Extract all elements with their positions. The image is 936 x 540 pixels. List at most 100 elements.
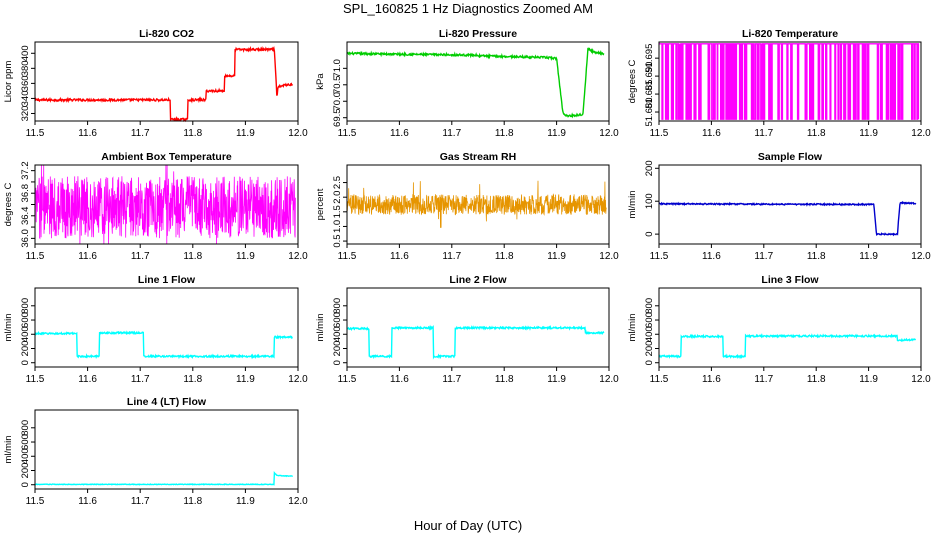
x-tick-label: 11.6 xyxy=(78,251,97,262)
x-tick-label: 11.6 xyxy=(390,374,409,385)
y-tick-label: 0 xyxy=(20,360,31,365)
y-tick-label: 2.5 xyxy=(332,176,343,189)
y-tick-label: 400 xyxy=(20,448,31,464)
panel-line1-flow: Line 1 Flow 11.5 11.6 11.7 11.8 11.9 12.0 0 2004… xyxy=(3,274,308,385)
x-tick-label: 11.8 xyxy=(807,374,826,385)
x-tick-label: 12.0 xyxy=(599,251,619,262)
y-axis-label: ml/min xyxy=(627,314,638,342)
x-tick-label: 11.7 xyxy=(131,251,150,262)
x-tick-label: 12.0 xyxy=(288,251,308,262)
panel-line4-lt-flow: Line 4 (LT) Flow 11.5 11.6 11.7 11.8 11.9 12.0… xyxy=(3,396,308,507)
x-tick-label: 12.0 xyxy=(288,496,308,507)
x-tick-label: 11.9 xyxy=(547,374,566,385)
y-tick-label: 320 xyxy=(20,106,31,122)
x-tick-label: 11.8 xyxy=(495,374,514,385)
y-tick-label: 37.2 xyxy=(20,161,31,180)
panel-title: Gas Stream RH xyxy=(440,151,516,163)
x-tick-label: 11.5 xyxy=(650,251,669,262)
y-tick-label: 600 xyxy=(20,434,31,450)
series-line xyxy=(346,180,607,228)
y-tick-label: 36.0 xyxy=(20,229,31,248)
x-tick-label: 11.9 xyxy=(236,496,255,507)
y-tick-label: 800 xyxy=(20,298,31,314)
x-tick-label: 11.9 xyxy=(859,128,878,139)
y-tick-label: 340 xyxy=(20,90,31,106)
y-axis-label: ml/min xyxy=(3,314,14,342)
x-tick-label: 11.8 xyxy=(807,128,826,139)
y-tick-label: 0 xyxy=(20,482,31,487)
panel-title: Li-820 CO2 xyxy=(139,28,194,40)
x-tick-label: 11.7 xyxy=(442,374,461,385)
x-tick-label: 11.6 xyxy=(78,496,97,507)
y-axis-label: percent xyxy=(315,188,326,220)
x-tick-label: 12.0 xyxy=(911,128,931,139)
y-tick-label: 800 xyxy=(644,298,655,314)
y-tick-label: 0 xyxy=(644,231,655,236)
x-tick-label: 12.0 xyxy=(599,128,619,139)
x-tick-label: 12.0 xyxy=(911,251,931,262)
series-line xyxy=(34,330,293,360)
x-tick-label: 11.6 xyxy=(78,374,97,385)
y-tick-label: 600 xyxy=(20,312,31,328)
x-tick-label: 11.7 xyxy=(442,128,461,139)
x-tick-label: 11.8 xyxy=(495,251,514,262)
x-tick-label: 12.0 xyxy=(599,374,619,385)
x-tick-label: 11.7 xyxy=(131,374,150,385)
y-tick-label: 51.680 xyxy=(644,97,655,126)
y-tick-label: 200 xyxy=(20,463,31,479)
x-tick-label: 11.7 xyxy=(754,374,773,385)
x-tick-label: 12.0 xyxy=(288,374,308,385)
y-tick-label: 800 xyxy=(332,298,343,314)
y-tick-label: 0 xyxy=(644,360,655,365)
x-tick-label: 12.0 xyxy=(911,374,931,385)
y-axis-label: kPa xyxy=(315,73,326,90)
x-tick-label: 11.7 xyxy=(131,128,150,139)
series-line xyxy=(346,47,605,119)
plot-frame xyxy=(658,287,922,368)
y-tick-label: 51.695 xyxy=(644,44,655,73)
plot-frame xyxy=(658,164,922,245)
panel-li820-co2: Li-820 CO2 11.5 11.6 11.7 11.8 11.9 12.0 320340… xyxy=(3,28,308,139)
panel-title: Ambient Box Temperature xyxy=(101,151,232,163)
y-tick-label: 36.4 xyxy=(20,207,31,226)
panel-line3-flow: Line 3 Flow 11.5 11.6 11.7 11.8 11.9 12.0 0 2004… xyxy=(627,274,931,385)
plot-frame xyxy=(346,41,610,122)
panel-line2-flow: Line 2 Flow 11.5 11.6 11.7 11.8 11.9 12.0 0 2004… xyxy=(315,274,619,385)
y-tick-label: 800 xyxy=(20,420,31,436)
x-tick-label: 11.9 xyxy=(859,374,878,385)
panel-title: Line 2 Flow xyxy=(449,274,507,286)
x-tick-label: 11.8 xyxy=(183,496,202,507)
panel-gas-stream-rh: Gas Stream RH 11.5 11.6 11.7 11.8 11.9 12.0 0.5… xyxy=(315,151,619,262)
y-axis-label: degrees C xyxy=(627,59,638,103)
y-tick-label: 1.5 xyxy=(332,205,343,218)
y-axis-label: Licor ppm xyxy=(3,61,14,103)
y-tick-label: 400 xyxy=(20,45,31,61)
panel-title: Sample Flow xyxy=(758,151,823,163)
plot-frame xyxy=(34,409,299,490)
series-line xyxy=(659,43,920,120)
x-tick-label: 11.6 xyxy=(702,374,721,385)
y-tick-label: 200 xyxy=(644,341,655,357)
panel-title: Li-820 Pressure xyxy=(439,28,517,40)
plot-frame xyxy=(658,41,922,122)
y-tick-label: 600 xyxy=(644,312,655,328)
y-tick-label: 2.0 xyxy=(332,191,343,204)
x-tick-label: 11.9 xyxy=(547,128,566,139)
series-line xyxy=(34,164,296,245)
plot-frame xyxy=(34,41,299,122)
x-tick-label: 11.6 xyxy=(78,128,97,139)
y-tick-label: 400 xyxy=(20,326,31,342)
x-tick-label: 11.5 xyxy=(26,128,45,139)
y-tick-label: 200 xyxy=(20,341,31,357)
x-tick-label: 11.5 xyxy=(26,496,45,507)
x-tick-label: 11.6 xyxy=(390,251,409,262)
y-tick-label: 380 xyxy=(20,60,31,76)
x-tick-label: 11.7 xyxy=(754,128,773,139)
panel-title: Line 3 Flow xyxy=(761,274,819,286)
panel-ambient-box-temperature: Ambient Box Temperature 11.5 11.6 11.7 11.8 1… xyxy=(3,151,308,262)
y-tick-label: 51.690 xyxy=(644,62,655,91)
plot-frame xyxy=(346,164,610,245)
x-tick-label: 11.5 xyxy=(650,374,669,385)
panel-title: Line 1 Flow xyxy=(138,274,196,286)
